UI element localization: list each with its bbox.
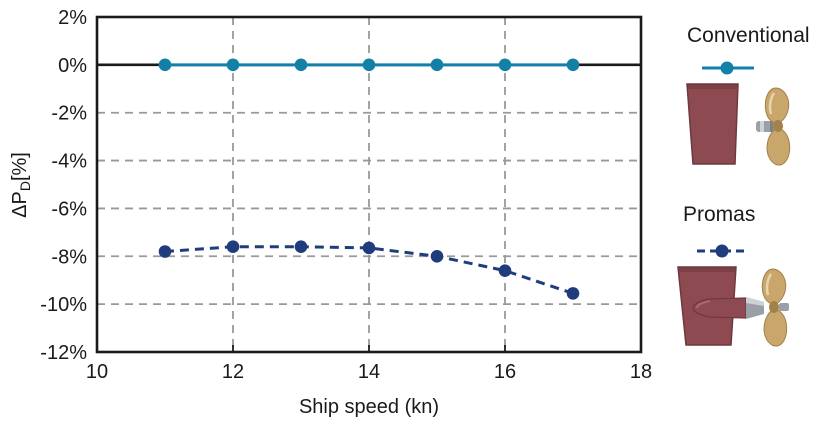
x-tick-label: 18 [630, 361, 652, 383]
data-point-promas [294, 240, 308, 254]
chart-legend: Conventional Promas [660, 0, 822, 437]
conventional-line-sample-icon [702, 61, 754, 75]
legend-label-conventional: Conventional [687, 24, 810, 47]
data-point-conventional [430, 58, 444, 72]
promas-line-sample-icon [697, 244, 749, 258]
y-tick-label: -6% [51, 198, 87, 220]
data-point-conventional [294, 58, 308, 72]
data-point-promas [226, 240, 240, 254]
data-point-conventional [566, 58, 580, 72]
data-point-promas [430, 249, 444, 263]
y-tick-label: -10% [40, 294, 87, 316]
data-point-promas [566, 287, 580, 300]
y-axis-title: ΔPD[%] [9, 152, 33, 218]
data-point-conventional [226, 58, 240, 72]
y-tick-label: 2% [58, 7, 87, 29]
conventional-rudder-propeller-icon [686, 83, 791, 166]
data-point-promas [362, 241, 376, 255]
data-point-conventional [362, 58, 376, 72]
y-tick-label: 0% [58, 55, 87, 77]
delta-power-vs-ship-speed-chart: 10 12 14 16 18 2% 0% -2% -4% -6% -8% -10% -12% Ship s… [9, 7, 652, 418]
y-tick-label: -2% [51, 103, 87, 125]
promas-rudder-bulb-propeller-icon [677, 266, 789, 347]
legend-label-promas: Promas [683, 203, 756, 226]
y-tick-label: -4% [51, 151, 87, 173]
data-point-promas [158, 245, 172, 258]
data-point-conventional [498, 58, 512, 72]
x-axis-title: Ship speed (kn) [299, 396, 439, 418]
y-tick-label: -8% [51, 246, 87, 268]
x-tick-label: 10 [86, 361, 108, 383]
y-tick-label: -12% [40, 342, 87, 364]
x-tick-label: 12 [222, 361, 244, 383]
x-tick-label: 16 [494, 361, 516, 383]
data-point-promas [498, 264, 512, 277]
data-point-conventional [158, 58, 172, 72]
x-tick-label: 14 [358, 361, 380, 383]
